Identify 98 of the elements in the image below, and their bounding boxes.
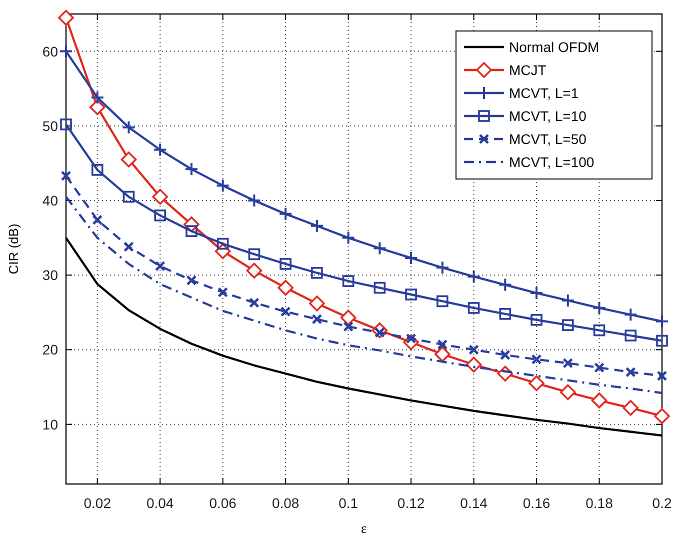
x-tick-label: 0.1 [338,495,358,511]
point [531,354,542,365]
point [528,375,544,392]
point [60,170,72,182]
point [122,120,136,134]
x-tick-label: 0.12 [397,495,425,511]
point [591,392,608,408]
point [530,286,544,300]
point [405,288,417,300]
legend-label: MCVT, L=1 [509,85,579,101]
point [186,225,198,237]
x-tick-label: 0.04 [146,495,174,511]
x-tick-label: 0.16 [522,495,550,511]
point [89,99,106,116]
y-tick-label: 10 [42,416,58,432]
point [594,362,605,373]
point [58,10,74,26]
point [466,356,482,373]
x-axis-title: ε [361,522,368,537]
point [280,306,291,317]
point [593,324,606,336]
point [186,275,197,286]
point [278,280,294,296]
point [152,188,168,205]
y-tick-label: 30 [42,267,58,284]
point [656,370,668,382]
x-tick-label: 0.06 [209,495,237,511]
x-tick-label: 0.08 [272,495,300,511]
point [624,330,637,342]
point [374,282,386,294]
point [499,308,512,320]
point [342,275,354,287]
point [404,250,418,265]
y-tick-label: 20 [42,342,58,358]
point [59,44,73,58]
point [312,314,322,324]
point [90,90,104,105]
point [434,346,450,362]
point [310,218,324,233]
point [341,230,356,245]
point [468,302,480,314]
point [122,190,135,203]
y-axis-title: CIR (dB) [6,224,21,274]
point [625,366,636,378]
point [436,295,448,308]
point [153,142,168,157]
point [216,178,230,193]
point [468,344,480,355]
point [309,296,325,312]
point [92,214,103,226]
point [560,384,576,400]
point [560,293,575,308]
point [437,339,448,350]
y-tick-label: 40 [42,192,58,209]
line-series [64,196,664,394]
point [530,314,542,326]
point [311,266,323,279]
point [216,238,229,250]
point [622,400,639,416]
point [248,248,260,260]
legend-label: MCVT, L=50 [509,131,587,147]
point [120,152,137,168]
point [372,241,387,256]
point [278,206,293,221]
legend-label: Normal OFDM [509,39,600,55]
x-tick-label: 0.2 [652,495,672,511]
point [340,310,356,326]
point [498,278,512,292]
point [247,194,262,208]
point [91,164,104,176]
point [280,258,292,270]
point [184,162,198,176]
point [154,210,166,222]
legend-label: MCVT, L=100 [509,154,594,170]
x-tick-label: 0.02 [84,495,112,511]
point [656,334,668,347]
point [60,118,72,130]
point [655,314,669,328]
legend-label: MCVT, L=10 [509,108,587,124]
point [466,270,481,284]
point [343,321,354,332]
x-tick-label: 0.18 [586,495,614,511]
point [562,358,574,368]
point [123,242,134,252]
y-tick-label: 50 [42,118,58,134]
point [500,350,510,360]
point [562,319,574,331]
point [246,262,262,279]
x-tick-label: 0.14 [460,495,488,511]
point [654,408,670,424]
point [624,308,638,322]
point [154,260,166,272]
legend-label: MCJT [509,62,547,78]
point [218,287,228,298]
point [592,300,606,315]
point [248,297,260,308]
point [435,260,450,275]
y-tick-label: 60 [42,43,58,60]
